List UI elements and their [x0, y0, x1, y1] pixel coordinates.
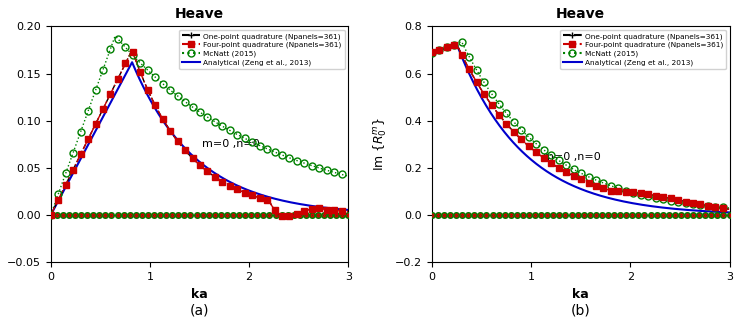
Y-axis label: Im $\{R_0^m\}$: Im $\{R_0^m\}$: [372, 117, 389, 172]
X-axis label: ka: ka: [191, 288, 208, 301]
Text: (a): (a): [189, 303, 209, 317]
X-axis label: ka: ka: [572, 288, 589, 301]
Text: (b): (b): [571, 303, 591, 317]
Title: Heave: Heave: [175, 7, 224, 21]
Title: Heave: Heave: [556, 7, 605, 21]
Text: m=0 ,n=0: m=0 ,n=0: [543, 152, 601, 162]
Text: m=0 ,n=0: m=0 ,n=0: [201, 139, 259, 149]
Legend: One-point quadrature (Npanels=361), Four-point quadrature (Npanels=361), McNatt : One-point quadrature (Npanels=361), Four…: [179, 30, 345, 69]
Legend: One-point quadrature (Npanels=361), Four-point quadrature (Npanels=361), McNatt : One-point quadrature (Npanels=361), Four…: [560, 30, 726, 69]
